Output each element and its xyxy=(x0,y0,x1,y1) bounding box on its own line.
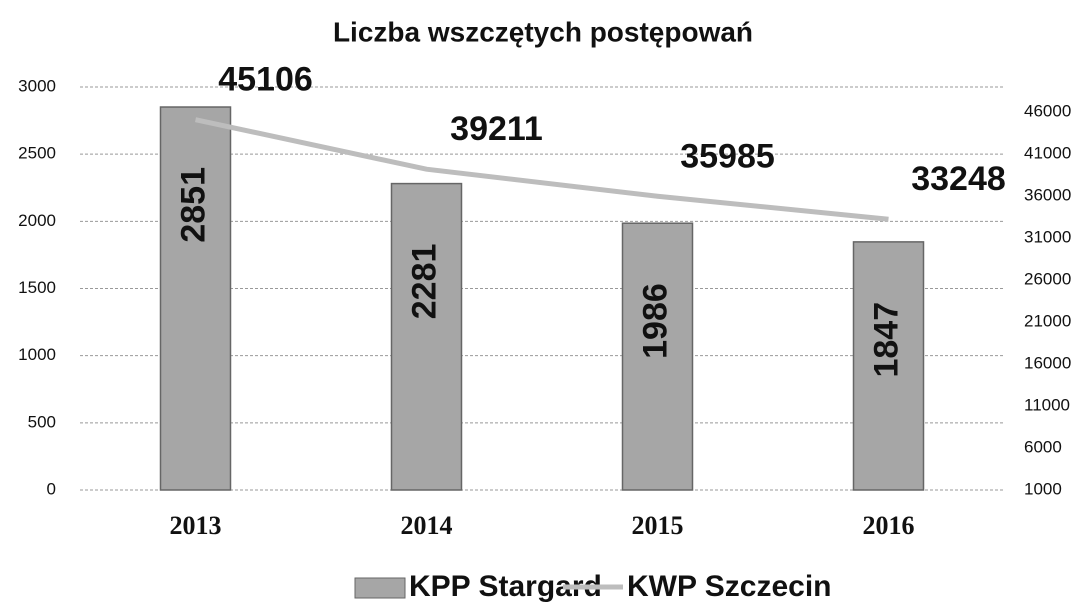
bar-value-label: 1986 xyxy=(636,283,674,359)
chart-title: Liczba wszczętych postępowań xyxy=(333,16,753,47)
y-tick-label: 500 xyxy=(28,412,56,431)
bar xyxy=(621,222,694,491)
y-tick-label: 0 xyxy=(47,479,56,498)
x-tick-label: 2016 xyxy=(863,511,915,540)
y2-tick-label: 6000 xyxy=(1024,438,1062,457)
y2-tick-label: 26000 xyxy=(1024,270,1071,289)
y2-tick-label: 46000 xyxy=(1024,102,1071,121)
line-value-label: 39211 xyxy=(450,110,543,148)
y-tick-label: 1000 xyxy=(18,345,56,364)
x-tick-label: 2013 xyxy=(170,511,222,540)
y2-tick-label: 21000 xyxy=(1024,312,1071,331)
line-value-label: 33248 xyxy=(911,160,1006,198)
legend-swatch xyxy=(354,577,406,599)
legend-label: KWP Szczecin xyxy=(627,570,832,603)
bar-value-label: 2281 xyxy=(405,244,443,320)
y2-tick-label: 36000 xyxy=(1024,186,1071,205)
bar-value-label: 2851 xyxy=(174,167,212,243)
line-value-label: 45106 xyxy=(218,61,313,99)
y-tick-label: 3000 xyxy=(18,76,56,95)
line xyxy=(194,117,889,222)
y-tick-label: 1500 xyxy=(18,278,56,297)
bar-value-label: 1847 xyxy=(867,302,905,378)
x-tick-label: 2015 xyxy=(632,511,684,540)
line-value-label: 35985 xyxy=(680,137,775,175)
x-tick-label: 2014 xyxy=(401,511,453,540)
y-tick-label: 2000 xyxy=(18,211,56,230)
y2-tick-label: 41000 xyxy=(1024,144,1071,163)
y2-tick-label: 11000 xyxy=(1024,396,1070,415)
y2-tick-label: 1000 xyxy=(1024,479,1062,498)
bar xyxy=(852,241,925,491)
y-tick-label: 2500 xyxy=(18,144,56,163)
bar xyxy=(390,182,463,491)
bar xyxy=(159,106,232,491)
y2-tick-label: 31000 xyxy=(1024,228,1071,247)
y2-tick-label: 16000 xyxy=(1024,354,1071,373)
